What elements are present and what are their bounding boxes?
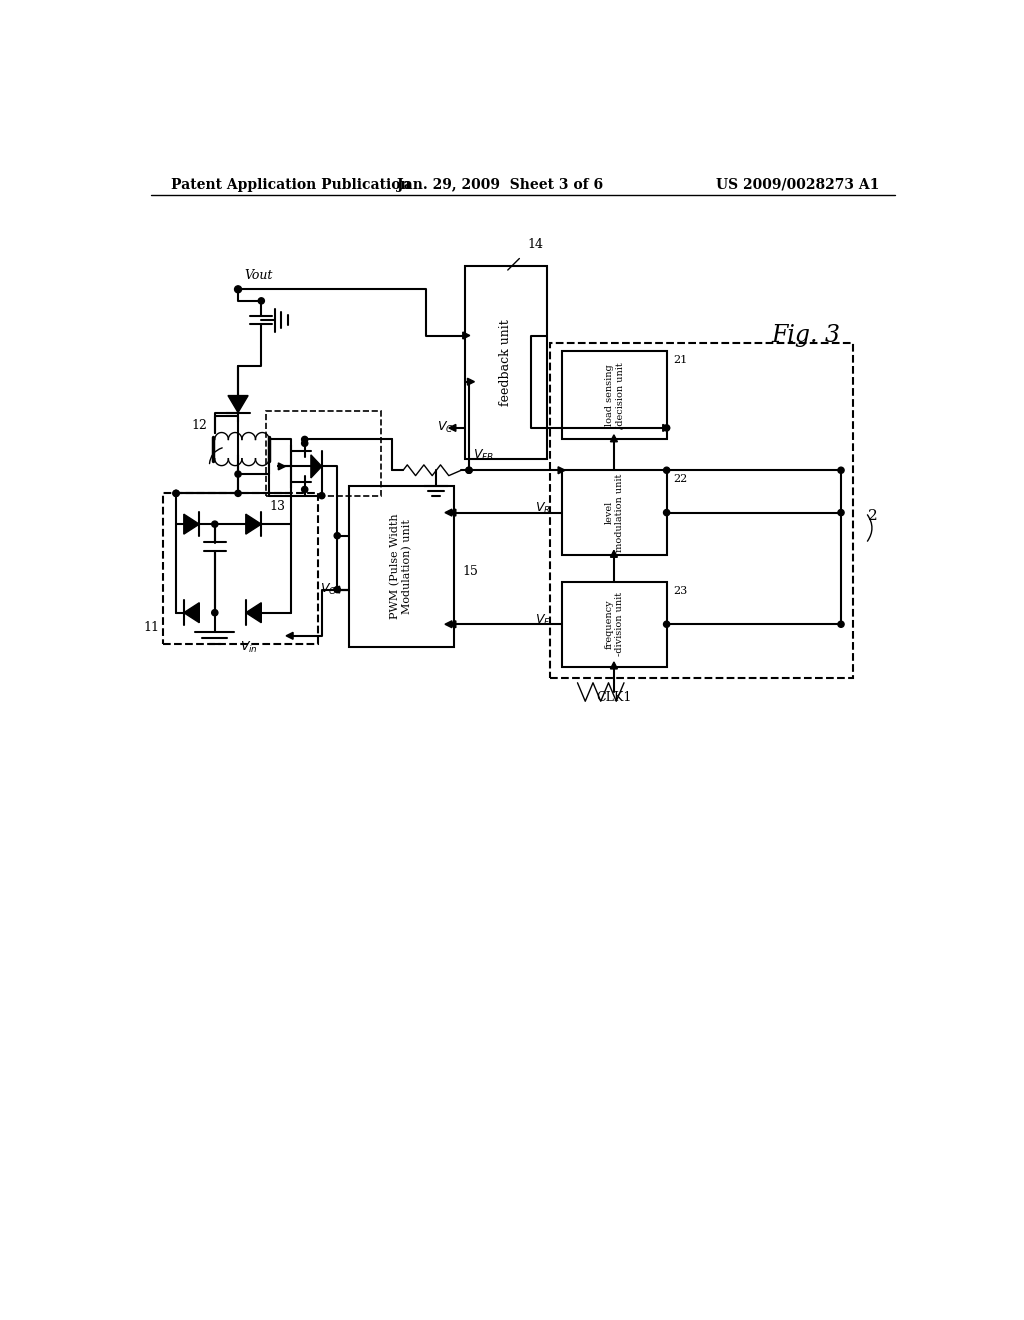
Polygon shape [449, 510, 456, 516]
Circle shape [234, 286, 242, 293]
Circle shape [173, 490, 179, 496]
Text: load sensing
/decision unit: load sensing /decision unit [604, 362, 624, 429]
Polygon shape [311, 455, 322, 478]
Bar [550, 343, 853, 678]
Text: frequency
-division unit: frequency -division unit [604, 593, 624, 656]
Text: CLK1: CLK1 [596, 692, 632, 705]
Polygon shape [445, 510, 452, 516]
Polygon shape [445, 620, 452, 628]
Polygon shape [467, 379, 474, 385]
Polygon shape [183, 603, 200, 623]
Polygon shape [558, 467, 565, 474]
Bar [266, 411, 381, 496]
Text: 13: 13 [270, 499, 286, 512]
Text: $V_{in}$: $V_{in}$ [241, 640, 258, 655]
Polygon shape [610, 434, 617, 442]
Circle shape [664, 510, 670, 516]
Circle shape [838, 622, 844, 627]
Text: 21: 21 [673, 355, 687, 364]
Polygon shape [663, 425, 670, 432]
Polygon shape [228, 396, 248, 413]
Circle shape [466, 467, 472, 474]
Polygon shape [183, 515, 200, 535]
Circle shape [838, 510, 844, 516]
Text: $V_F$: $V_F$ [535, 612, 550, 628]
Text: Vout: Vout [245, 268, 272, 281]
Bar [562, 582, 667, 667]
Text: feedback unit: feedback unit [500, 319, 512, 405]
Polygon shape [286, 632, 293, 639]
Circle shape [302, 437, 308, 442]
Text: 22: 22 [673, 474, 687, 484]
Bar [465, 267, 547, 459]
Text: Patent Application Publication: Patent Application Publication [171, 178, 411, 191]
Circle shape [234, 471, 241, 478]
Circle shape [466, 467, 472, 474]
Text: $V_G$: $V_G$ [321, 582, 337, 597]
Circle shape [318, 492, 325, 499]
Text: level
modulation unit: level modulation unit [604, 474, 624, 552]
Circle shape [258, 298, 264, 304]
Circle shape [664, 467, 670, 474]
Text: Fig. 3: Fig. 3 [771, 323, 841, 347]
Circle shape [664, 425, 670, 432]
Polygon shape [610, 550, 617, 557]
Text: 15: 15 [463, 565, 478, 578]
Circle shape [212, 521, 218, 527]
Text: 12: 12 [191, 418, 208, 432]
Circle shape [173, 490, 179, 496]
Circle shape [234, 490, 241, 496]
Polygon shape [449, 620, 456, 628]
Text: 23: 23 [673, 586, 687, 595]
Polygon shape [449, 425, 456, 432]
Bar [349, 486, 454, 647]
Circle shape [302, 441, 308, 446]
Circle shape [838, 467, 844, 474]
Text: PWM (Pulse Width
Modulation) unit: PWM (Pulse Width Modulation) unit [390, 513, 413, 619]
Circle shape [302, 487, 308, 492]
Text: US 2009/0028273 A1: US 2009/0028273 A1 [717, 178, 880, 191]
Bar [163, 494, 317, 644]
Polygon shape [246, 603, 261, 623]
Text: 2: 2 [868, 510, 878, 524]
Text: 14: 14 [527, 238, 543, 251]
Text: $V_{FB}$: $V_{FB}$ [473, 447, 494, 462]
Bar [562, 351, 667, 440]
Polygon shape [246, 515, 261, 535]
Text: 11: 11 [143, 622, 159, 635]
Text: $V_R$: $V_R$ [535, 502, 550, 516]
Bar [562, 470, 667, 554]
Polygon shape [463, 333, 470, 339]
Text: $V_C$: $V_C$ [437, 420, 454, 436]
Polygon shape [279, 463, 286, 470]
Circle shape [664, 622, 670, 627]
Circle shape [334, 532, 340, 539]
Text: Jan. 29, 2009  Sheet 3 of 6: Jan. 29, 2009 Sheet 3 of 6 [397, 178, 603, 191]
Circle shape [212, 610, 218, 615]
Circle shape [334, 586, 340, 593]
Polygon shape [333, 586, 340, 593]
Polygon shape [610, 663, 617, 669]
